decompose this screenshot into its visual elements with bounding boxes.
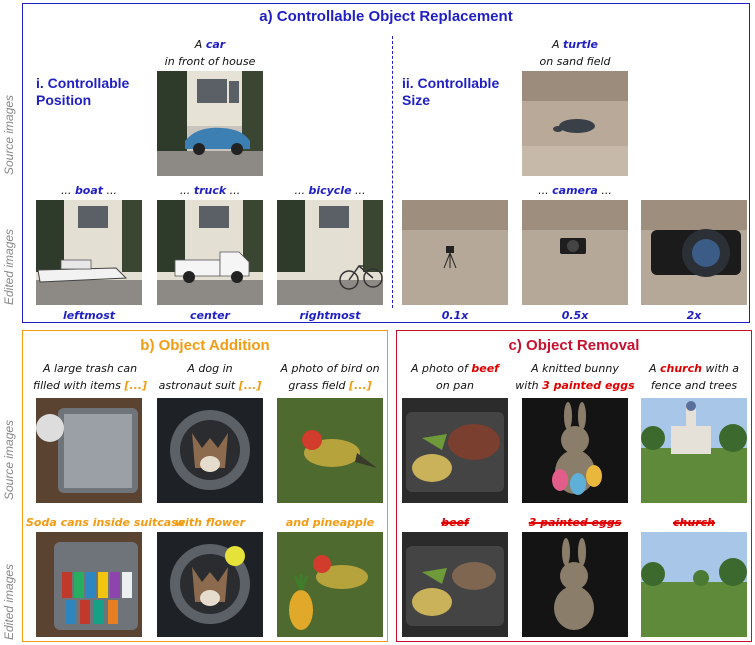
side-label-edited-a: Edited images [2, 228, 16, 305]
caption-dog: A dog in astronaut suit [...] [158, 362, 262, 392]
edit-caption-pineapple: and pineapple [285, 516, 375, 529]
caption-car: A car in front of house [164, 38, 256, 68]
side-label-source-b: Source images [2, 419, 16, 500]
edited-image-suitcase-soda [36, 532, 142, 637]
side-label-source-a: Source images [2, 94, 16, 175]
panel-object-addition [22, 330, 388, 642]
side-label-edited-b: Edited images [2, 563, 16, 640]
panel-object-replacement [22, 3, 750, 323]
caption-bunny: A knitted bunny with 3 painted eggs [515, 362, 635, 392]
removed-label-church: church [673, 516, 715, 529]
removed-label-beef: beef [441, 516, 469, 529]
panel-b-title: b) Object Addition [140, 337, 270, 354]
removed-label-eggs: 3 painted eggs [528, 516, 622, 529]
edit-caption-soda-cans: Soda cans inside suitcase [26, 516, 186, 529]
source-image-turtle [522, 71, 628, 176]
panel-c-title: c) Object Removal [508, 337, 640, 354]
source-image-bird [277, 398, 383, 503]
source-image-car [157, 71, 263, 176]
edit-caption-flower: with flower [174, 516, 246, 529]
panel-object-removal [396, 330, 752, 642]
edited-image-boat [36, 200, 142, 305]
edit-caption-camera: ... camera ... [538, 184, 612, 197]
source-image-bunny-eggs [522, 398, 628, 503]
edit-caption-truck: ... truck ... [179, 184, 241, 197]
source-image-church [641, 398, 747, 503]
edited-image-no-church [641, 532, 747, 637]
source-image-beef-pan [402, 398, 508, 503]
edited-image-truck [157, 200, 263, 305]
caption-bird: A photo of bird on grass field [...] [280, 362, 380, 392]
edited-image-bunny-no-eggs [522, 532, 628, 637]
panel-a-title: a) Controllable Object Replacement [259, 8, 513, 25]
edited-image-bicycle [277, 200, 383, 305]
edited-image-dog-flower [157, 532, 263, 637]
label-size-2x: 2x [686, 309, 702, 322]
label-leftmost: leftmost [62, 309, 116, 322]
source-image-suitcase [36, 398, 142, 503]
edited-image-pan-no-beef [402, 532, 508, 637]
caption-trash-can: A large trash can filled with items [...… [33, 362, 147, 392]
edited-image-camera-small [402, 200, 508, 305]
edited-image-camera-large [641, 200, 747, 305]
edited-image-bird-pineapple [277, 532, 383, 637]
caption-beef: A photo of beef on pan [411, 362, 499, 392]
caption-turtle: A turtle on sand field [539, 38, 611, 68]
caption-church: A church with a fence and trees [648, 362, 740, 392]
label-center: center [190, 309, 230, 322]
controllable-position-title: i. Controllable Position [36, 75, 130, 108]
edited-image-camera-medium [522, 200, 628, 305]
panel-a-divider [392, 36, 393, 308]
controllable-size-title: ii. Controllable Size [402, 75, 500, 108]
label-size-0-1x: 0.1x [441, 309, 469, 322]
edit-caption-bicycle: ... bicycle ... [294, 184, 366, 197]
label-rightmost: rightmost [299, 309, 361, 322]
edit-caption-boat: ... boat ... [60, 184, 118, 197]
source-image-dog [157, 398, 263, 503]
label-size-0-5x: 0.5x [561, 309, 589, 322]
